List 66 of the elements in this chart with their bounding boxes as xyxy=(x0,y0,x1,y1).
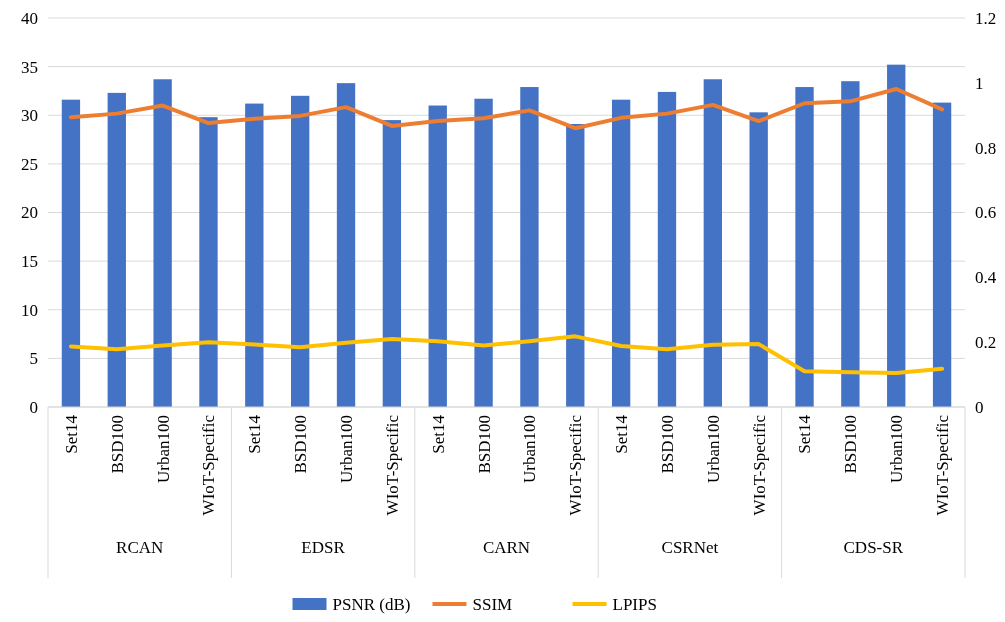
y-tick-label: 30 xyxy=(21,106,38,126)
bar xyxy=(61,99,81,407)
bar xyxy=(291,95,310,407)
bar xyxy=(611,99,631,407)
x-tick-label: Urban100 xyxy=(703,415,723,483)
bar xyxy=(520,87,539,407)
x-tick-label: WIoT-Specific xyxy=(749,414,769,516)
x-tick-label: BSD100 xyxy=(841,415,861,474)
bar xyxy=(841,81,860,407)
x-tick-label: BSD100 xyxy=(291,415,311,474)
y2-tick-label: 1 xyxy=(975,73,984,93)
line-series xyxy=(68,86,945,131)
bar xyxy=(428,105,447,407)
x-tick-label: Set14 xyxy=(61,414,81,454)
bar xyxy=(474,98,493,407)
y-tick-label: 35 xyxy=(21,57,38,77)
y-tick-label: 20 xyxy=(21,203,38,223)
x-tick-label: WIoT-Specific xyxy=(382,414,402,516)
y2-tick-label: 1.2 xyxy=(975,8,997,28)
legend-label: PSNR (dB) xyxy=(332,594,411,614)
x-tick-label: Set14 xyxy=(795,414,815,454)
line-series xyxy=(68,334,945,375)
x-tick-label: Set14 xyxy=(245,414,265,454)
bar xyxy=(245,103,264,407)
bar xyxy=(657,91,677,407)
y2-tick-label: 0.6 xyxy=(975,203,997,223)
bar xyxy=(153,79,172,407)
y-tick-label: 15 xyxy=(21,252,38,272)
x-tick-label: WIoT-Specific xyxy=(199,414,219,516)
bar xyxy=(336,83,356,407)
y-tick-label: 5 xyxy=(29,349,38,369)
legend-label: LPIPS xyxy=(612,594,657,614)
bar xyxy=(795,87,814,407)
x-tick-label: Urban100 xyxy=(153,415,173,483)
x-tick-label: BSD100 xyxy=(107,415,127,474)
legend-label: SSIM xyxy=(472,594,513,614)
bar xyxy=(749,112,768,407)
text: EDSR xyxy=(301,538,346,557)
text: RCAN xyxy=(116,538,164,557)
y-tick-label: 0 xyxy=(29,397,38,417)
text: CSRNet xyxy=(661,538,719,557)
bar xyxy=(566,124,585,407)
bar xyxy=(703,79,722,407)
y2-tick-label: 0 xyxy=(975,397,984,417)
y-tick-label: 10 xyxy=(21,300,38,320)
x-tick-label: WIoT-Specific xyxy=(566,414,586,516)
x-tick-label: Urban100 xyxy=(336,415,356,483)
bar xyxy=(887,64,906,407)
bar xyxy=(199,117,218,407)
text: CARN xyxy=(482,538,531,557)
y-tick-label: 25 xyxy=(21,154,38,174)
x-tick-label: BSD100 xyxy=(474,415,494,474)
bar xyxy=(382,120,402,407)
x-tick-label: Set14 xyxy=(612,414,632,454)
text: CDS-SR xyxy=(843,538,904,557)
x-tick-label: BSD100 xyxy=(657,415,677,474)
x-tick-label: Urban100 xyxy=(887,415,907,483)
bar xyxy=(107,92,126,407)
y2-tick-label: 0.4 xyxy=(975,268,997,288)
x-tick-label: Urban100 xyxy=(520,415,540,483)
bar xyxy=(932,102,952,407)
y2-tick-label: 0.8 xyxy=(975,138,997,158)
x-tick-label: Set14 xyxy=(428,414,448,454)
y-tick-label: 40 xyxy=(21,8,38,28)
x-tick-label: WIoT-Specific xyxy=(933,414,953,516)
y2-tick-label: 0.2 xyxy=(975,333,997,353)
